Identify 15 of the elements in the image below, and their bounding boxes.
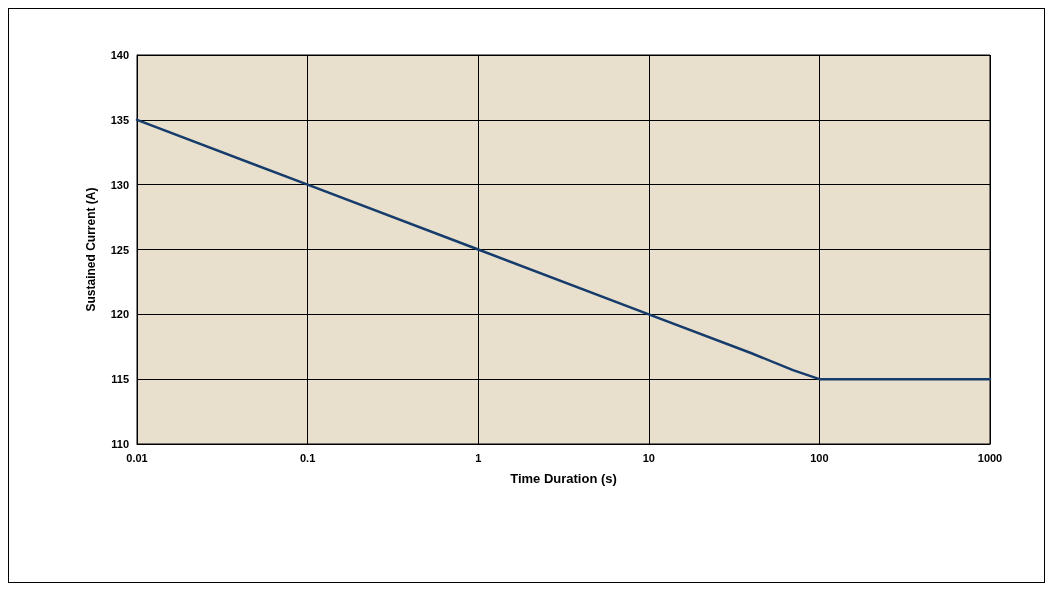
y-tick-label: 130 — [110, 178, 129, 191]
y-tick-label: 120 — [110, 308, 129, 321]
y-tick-label: 115 — [111, 373, 129, 386]
y-tick-label: 110 — [111, 438, 129, 450]
y-tick-label: 125 — [110, 243, 129, 256]
x-tick-label: 0.1 — [299, 451, 316, 464]
x-tick-label: 1 — [475, 451, 482, 464]
y-axis-title: Sustained Current (A) — [84, 187, 98, 312]
x-tick-label: 1000 — [977, 451, 1003, 464]
x-tick-label: 0.01 — [126, 451, 148, 464]
x-axis-title: Time Duration (s) — [510, 471, 617, 486]
x-tick-label: 10 — [642, 451, 655, 464]
y-tick-label: 140 — [110, 49, 129, 61]
x-tick-label: 100 — [810, 451, 829, 464]
y-tick-label: 135 — [110, 113, 129, 126]
